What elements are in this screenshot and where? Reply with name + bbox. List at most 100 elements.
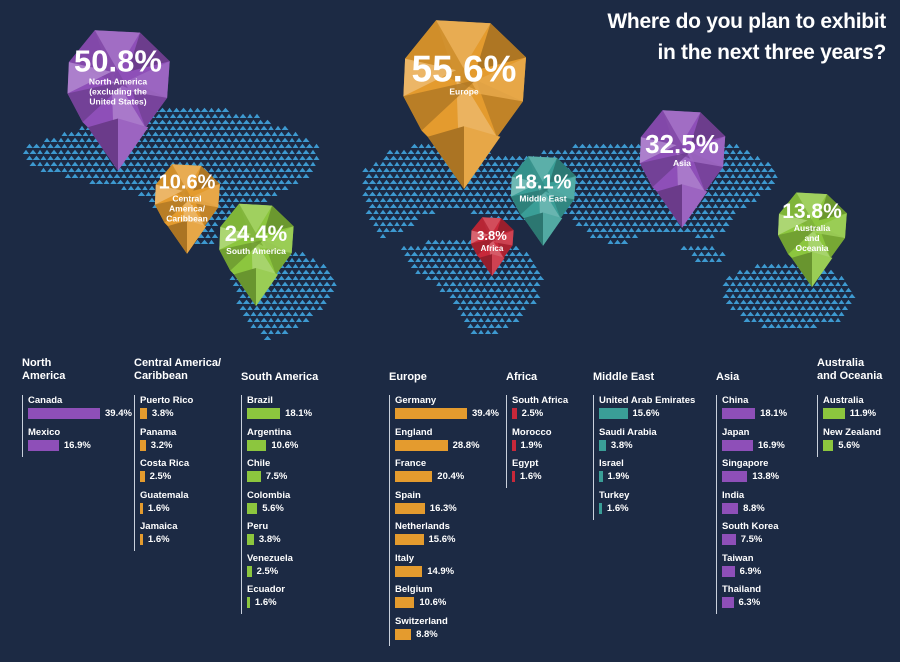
pin-facet xyxy=(656,184,682,228)
country-value: 14.9% xyxy=(427,565,455,577)
pin-value: 24.4% xyxy=(225,221,287,246)
region-heading-line: and Oceania xyxy=(817,370,883,382)
country-name: Belgium xyxy=(395,584,433,595)
region-heading-af: Africa xyxy=(506,371,537,384)
pin-facet xyxy=(456,57,526,102)
pin-af: 3.8%Africa xyxy=(470,217,514,276)
country-name: France xyxy=(395,458,427,469)
country-value: 1.6% xyxy=(147,534,170,545)
pin-facet xyxy=(482,217,502,238)
pin-facet xyxy=(778,226,819,255)
region-heading-line: Australia xyxy=(817,357,865,369)
country-bar xyxy=(599,408,628,419)
pin-facet xyxy=(470,238,497,256)
country-value: 1.6% xyxy=(254,597,277,608)
pin-facet xyxy=(640,110,691,159)
country-value: 16.3% xyxy=(429,502,457,514)
pin-facet xyxy=(470,230,490,244)
pin-facet xyxy=(154,196,194,223)
country-bar xyxy=(247,471,261,482)
pin-facet xyxy=(492,254,505,276)
country-value: 16.9% xyxy=(63,439,91,451)
pin-facet xyxy=(639,152,691,188)
pin-label: Oceania xyxy=(795,243,828,253)
country-name: England xyxy=(395,426,433,438)
country-bar xyxy=(512,471,515,482)
pin-facet xyxy=(154,184,183,205)
country-value: 3.8% xyxy=(258,534,281,545)
country-name: Guatemala xyxy=(140,489,189,501)
column-rule xyxy=(134,395,135,551)
country-value: 5.6% xyxy=(262,502,284,514)
country-bar xyxy=(395,439,448,451)
pin-facet xyxy=(676,136,726,167)
country-name: India xyxy=(722,489,745,501)
country-bar xyxy=(140,439,146,451)
region-heading-line: America xyxy=(22,370,66,382)
pin-facet xyxy=(403,80,476,131)
pin-label: Caribbean xyxy=(166,213,208,223)
country-bar xyxy=(823,439,834,451)
pin-facet xyxy=(403,58,457,97)
pin-facet xyxy=(68,30,128,89)
pin-facet xyxy=(549,157,576,183)
country-name: Egypt xyxy=(512,458,539,469)
country-value: 18.1% xyxy=(760,408,788,419)
pin-label: and xyxy=(804,233,819,243)
country-name: Australia xyxy=(823,395,864,406)
pin-facet xyxy=(496,218,514,235)
pin-label: North America xyxy=(89,76,148,86)
pin-facet xyxy=(172,164,202,196)
country-bar xyxy=(247,597,250,608)
pin-value: 13.8% xyxy=(782,200,842,223)
country-bar xyxy=(395,471,433,482)
country-bar xyxy=(512,408,517,419)
country-value: 10.6% xyxy=(271,439,299,451)
pin-facet xyxy=(464,126,501,189)
column-rule xyxy=(593,395,594,520)
country-value: 8.8% xyxy=(416,628,438,640)
country-bar xyxy=(722,408,756,419)
country-bar xyxy=(823,408,845,419)
pin-facet xyxy=(187,220,207,254)
region-heading-line: Asia xyxy=(716,371,740,383)
country-bar xyxy=(28,408,100,419)
country-name: Chile xyxy=(247,458,271,469)
country-name: Turkey xyxy=(599,489,630,501)
pin-facet xyxy=(155,164,194,202)
country-bar xyxy=(247,502,258,514)
country-value: 2.5% xyxy=(149,471,172,482)
country-bar xyxy=(395,628,412,640)
region-heading-line: North xyxy=(22,357,52,369)
country-name: Puerto Rico xyxy=(140,395,194,406)
pin-facet xyxy=(528,156,558,188)
country-bar xyxy=(247,408,281,419)
country-name: Colombia xyxy=(247,489,291,501)
pin-facet xyxy=(812,251,833,288)
country-value: 13.8% xyxy=(752,471,780,482)
country-value: 10.6% xyxy=(419,597,447,608)
country-name: Switzerland xyxy=(395,615,448,627)
pin-facet xyxy=(543,212,563,246)
region-heading-eu: Europe xyxy=(389,371,427,384)
country-bar xyxy=(599,471,603,482)
country-value: 3.8% xyxy=(610,439,633,451)
pin-value: 55.6% xyxy=(412,48,517,89)
country-value: 11.9% xyxy=(849,408,877,419)
chart-title-line-1: Where do you plan to exhibit xyxy=(607,10,886,33)
country-value: 6.3% xyxy=(738,597,761,608)
pin-as: 32.5%Asia xyxy=(639,110,726,228)
country-value: 1.9% xyxy=(520,439,543,451)
country-name: Peru xyxy=(247,521,269,532)
country-name: Netherlands xyxy=(395,521,450,532)
country-value: 1.6% xyxy=(519,471,542,482)
country-bar xyxy=(247,439,267,451)
pin-value: 50.8% xyxy=(74,43,162,78)
country-bar xyxy=(722,471,748,482)
region-heading-au: Australia and Oceania xyxy=(817,357,882,383)
country-bar xyxy=(722,565,735,577)
region-heading-as: Asia xyxy=(716,371,739,384)
pin-facet xyxy=(818,194,847,221)
country-value: 5.6% xyxy=(838,439,860,451)
